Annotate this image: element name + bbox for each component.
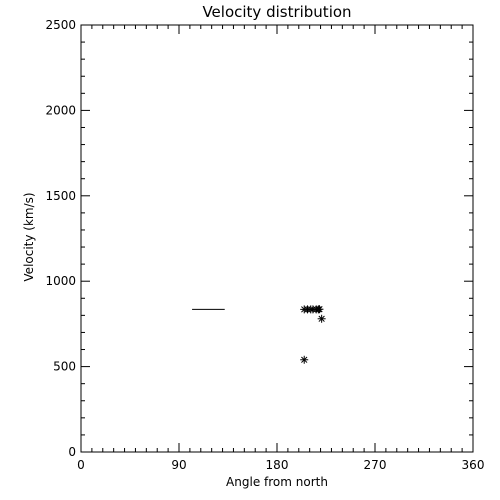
asterisk-point — [317, 314, 326, 323]
x-tick-label: 360 — [462, 458, 485, 472]
x-tick-label: 270 — [364, 458, 387, 472]
y-axis-label: Velocity (km/s) — [22, 192, 36, 281]
y-tick-label: 0 — [68, 445, 76, 459]
axis-ticks — [80, 24, 474, 453]
y-tick-label: 1500 — [45, 189, 76, 203]
x-tick-label: 0 — [77, 458, 85, 472]
axis-tick-labels: 0 90 180 270 360 0 500 1000 1500 2000 2500 — [45, 18, 484, 472]
asterisk-point — [300, 355, 309, 364]
y-tick-label: 2000 — [45, 103, 76, 117]
x-tick-label: 180 — [266, 458, 289, 472]
data-marks — [192, 305, 326, 364]
plot-frame — [80, 24, 474, 453]
y-tick-label: 1000 — [45, 274, 76, 288]
chart-title: Velocity distribution — [202, 3, 351, 21]
asterisk-point — [315, 305, 324, 314]
y-tick-label: 2500 — [45, 18, 76, 32]
x-axis-label: Angle from north — [226, 475, 328, 489]
y-tick-label: 500 — [53, 360, 76, 374]
x-tick-label: 90 — [171, 458, 186, 472]
